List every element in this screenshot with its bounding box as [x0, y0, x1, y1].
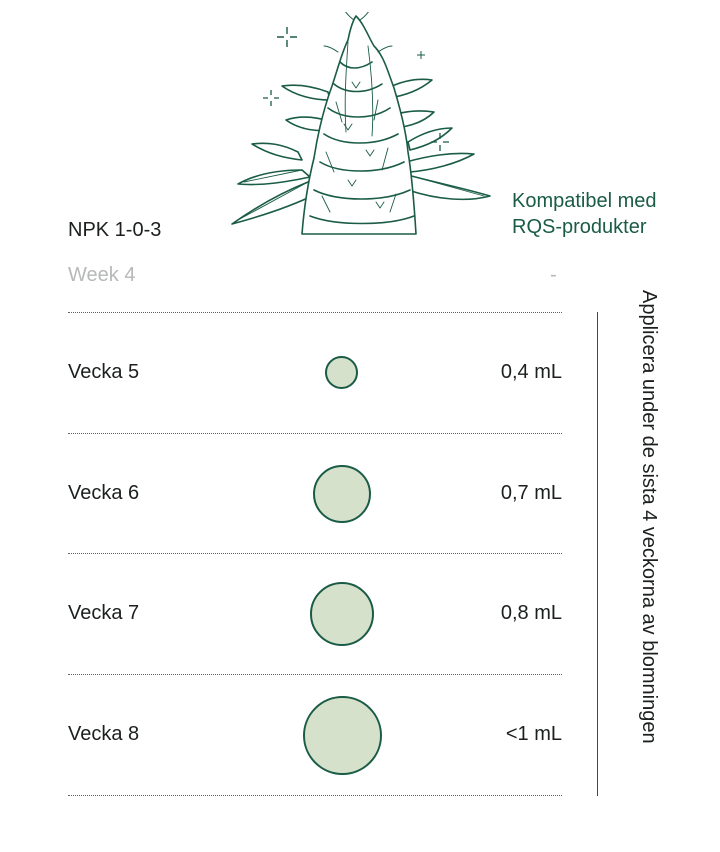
week-label: Vecka 6 [68, 482, 140, 504]
sparkle-icon [431, 133, 449, 151]
dose-circle [325, 356, 358, 389]
dose-inactive: - [550, 264, 557, 286]
compatibility-note: Kompatibel med RQS-produkter [512, 188, 702, 240]
dose-circle [303, 696, 382, 775]
dose-circle [310, 582, 374, 646]
compat-line-2: RQS-produkter [512, 216, 647, 238]
week-label: Vecka 8 [68, 723, 140, 745]
week-label-inactive: Week 4 [68, 264, 136, 286]
week-label: Vecka 5 [68, 361, 140, 383]
npk-ratio: NPK 1-0-3 [68, 219, 162, 241]
dose-circle [313, 465, 371, 523]
row-divider [68, 674, 562, 675]
application-instruction: Applicera under de sista 4 veckorna av b… [638, 290, 660, 744]
row-divider [68, 312, 562, 313]
dose-amount: 0,4 mL [500, 361, 562, 383]
row-divider [68, 433, 562, 434]
row-divider [68, 795, 562, 796]
dose-amount: 0,7 mL [500, 482, 562, 504]
sparkle-icon [417, 51, 425, 59]
dose-amount: 0,8 mL [500, 602, 562, 624]
plant-icon [231, 12, 491, 235]
dose-amount: <1 mL [505, 723, 562, 745]
row-divider [68, 553, 562, 554]
compat-line-1: Kompatibel med [512, 190, 657, 212]
week-label: Vecka 7 [68, 602, 140, 624]
sparkle-icon [277, 27, 297, 47]
sparkle-icon [263, 90, 279, 106]
cannabis-plant-illustration [228, 12, 498, 238]
timeline-line [597, 312, 598, 796]
